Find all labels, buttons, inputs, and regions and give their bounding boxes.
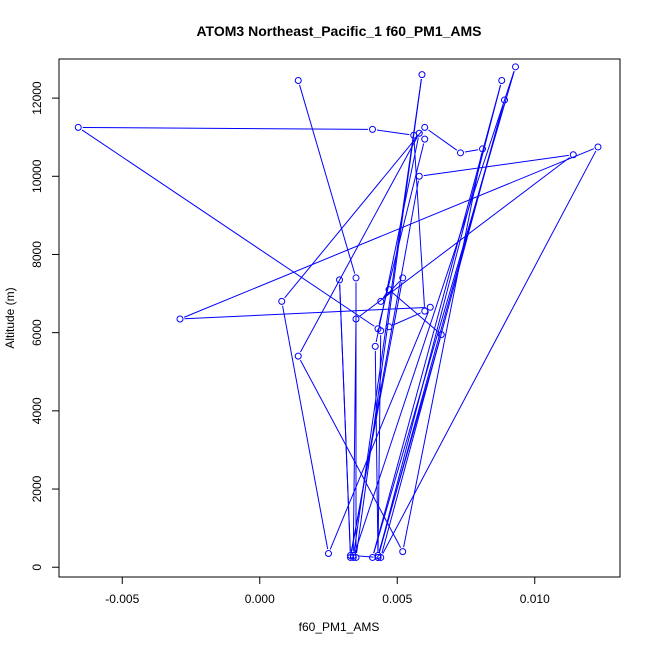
series-line-group <box>81 70 597 558</box>
chart-title: ATOM3 Northeast_Pacific_1 f60_PM1_AMS <box>196 23 481 39</box>
data-point <box>421 135 429 143</box>
series-segment <box>382 293 387 298</box>
data-point <box>278 297 286 305</box>
series-segment <box>464 149 479 153</box>
x-tick-label: -0.005 <box>105 592 139 606</box>
data-point <box>385 286 393 294</box>
data-point <box>410 131 418 139</box>
series-segment <box>299 359 402 548</box>
data-point <box>399 548 407 556</box>
x-tick-label: 0.000 <box>245 592 275 606</box>
series-segment <box>403 153 483 548</box>
data-point <box>74 123 82 131</box>
data-point <box>426 303 434 311</box>
data-point <box>336 276 343 284</box>
series-segment <box>350 282 403 552</box>
data-point <box>294 352 302 360</box>
plot-area-frame <box>58 58 621 578</box>
data-point <box>457 149 464 157</box>
series-segment <box>376 129 410 136</box>
y-tick-label: 12000 <box>30 81 44 115</box>
series-segment <box>282 305 329 550</box>
data-point <box>421 123 429 131</box>
data-point <box>594 143 602 151</box>
data-point <box>501 96 508 104</box>
data-point <box>498 77 506 85</box>
data-point <box>352 315 360 323</box>
data-point <box>415 172 423 180</box>
y-axis-label: Altitude (m) <box>3 287 17 348</box>
data-point <box>374 325 382 333</box>
data-point <box>421 307 429 315</box>
series-segment <box>413 139 425 307</box>
data-point <box>369 125 376 133</box>
y-tick-label: 6000 <box>30 319 44 346</box>
x-axis: -0.005 0.000 0.005 0.010 <box>105 577 550 606</box>
data-point <box>418 71 426 79</box>
series-segment <box>377 335 382 552</box>
data-point <box>176 315 184 323</box>
x-tick-label: 0.005 <box>382 592 412 606</box>
series-segment <box>354 70 515 554</box>
data-point <box>399 274 407 282</box>
series-segment <box>423 154 569 177</box>
y-tick-label: 4000 <box>30 397 44 424</box>
data-point <box>377 297 385 305</box>
data-point <box>347 553 354 561</box>
series-segment <box>183 148 595 318</box>
data-point <box>512 63 519 71</box>
data-point <box>385 323 393 331</box>
series-segment <box>392 292 439 333</box>
series-segment <box>359 157 570 317</box>
series-segment <box>392 312 421 326</box>
data-point <box>479 145 486 153</box>
series-segment <box>428 129 458 151</box>
series-segment <box>352 323 357 552</box>
data-point <box>437 331 445 339</box>
series-segment <box>299 84 356 274</box>
x-tick-label: 0.010 <box>520 592 550 606</box>
data-point <box>352 274 360 282</box>
data-point <box>371 342 379 350</box>
y-tick-label: 8000 <box>30 241 44 268</box>
data-point <box>374 553 382 561</box>
series-segment <box>339 284 351 552</box>
series-segment <box>299 136 418 353</box>
series-points-group <box>74 63 602 561</box>
x-axis-label: f60_PM1_AMS <box>299 620 380 634</box>
data-point <box>294 77 302 85</box>
y-axis: 0 2000 4000 6000 8000 10000 12000 <box>30 81 59 571</box>
data-point <box>374 551 382 559</box>
series-segment <box>81 129 375 327</box>
data-point <box>347 551 354 559</box>
series-segment <box>284 130 423 299</box>
y-tick-label: 2000 <box>30 475 44 502</box>
data-point <box>569 151 577 159</box>
y-tick-label: 10000 <box>30 159 44 193</box>
series-segment <box>378 84 502 554</box>
y-tick-label: 0 <box>30 564 44 571</box>
data-point <box>325 550 332 558</box>
series-segment <box>184 306 426 320</box>
series-segment <box>378 338 441 552</box>
series-segment <box>82 126 369 130</box>
series-segment <box>382 150 597 554</box>
series-segment <box>381 104 504 554</box>
series-segment <box>374 350 379 553</box>
series-segment <box>378 143 425 325</box>
series-segment <box>357 555 374 558</box>
